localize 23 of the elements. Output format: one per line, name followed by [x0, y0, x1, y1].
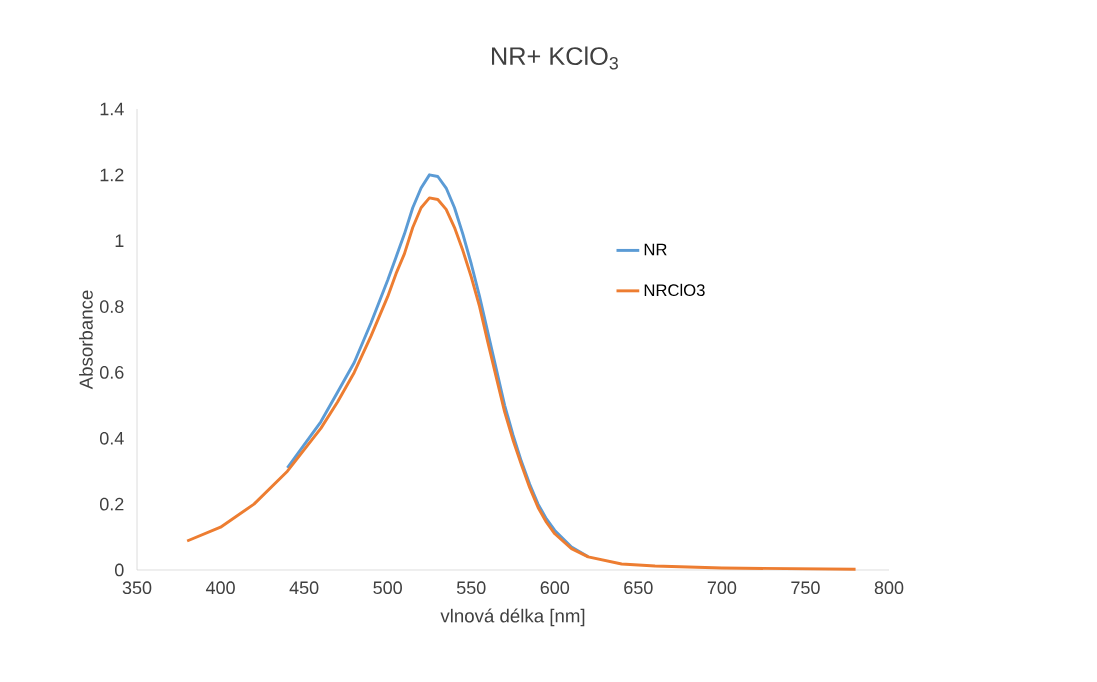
y-tick-label: 0.8 [99, 300, 124, 313]
legend-label: NR [644, 243, 667, 256]
y-tick-label: 0.6 [99, 366, 124, 379]
x-tick-label: 750 [791, 581, 820, 595]
y-tick-label: 1.2 [100, 168, 124, 182]
x-tick-label: 800 [874, 581, 904, 595]
x-tick-label: 650 [624, 581, 653, 595]
y-axis-title: Absorbance [79, 290, 93, 390]
y-tick-label: 1 [115, 234, 124, 247]
y-tick-label: 0.2 [99, 497, 124, 511]
chart-title: NR+ KClO$_{3}$ [492, 46, 618, 70]
x-tick-label: 550 [456, 581, 486, 595]
x-axis-title: vlnová délka [nm] [440, 608, 585, 627]
x-tick-label: 600 [540, 581, 570, 595]
y-tick-label: 0 [115, 563, 124, 577]
y-tick-label: 0.4 [99, 431, 124, 445]
x-tick-label: 500 [373, 581, 402, 595]
x-tick-label: 700 [707, 581, 737, 595]
y-tick-label: 1.4 [100, 102, 124, 116]
x-tick-label: 400 [205, 581, 235, 595]
x-tick-label: 450 [289, 581, 319, 595]
legend-label: NRClO3 [644, 283, 705, 297]
x-tick-label: 350 [122, 581, 152, 595]
